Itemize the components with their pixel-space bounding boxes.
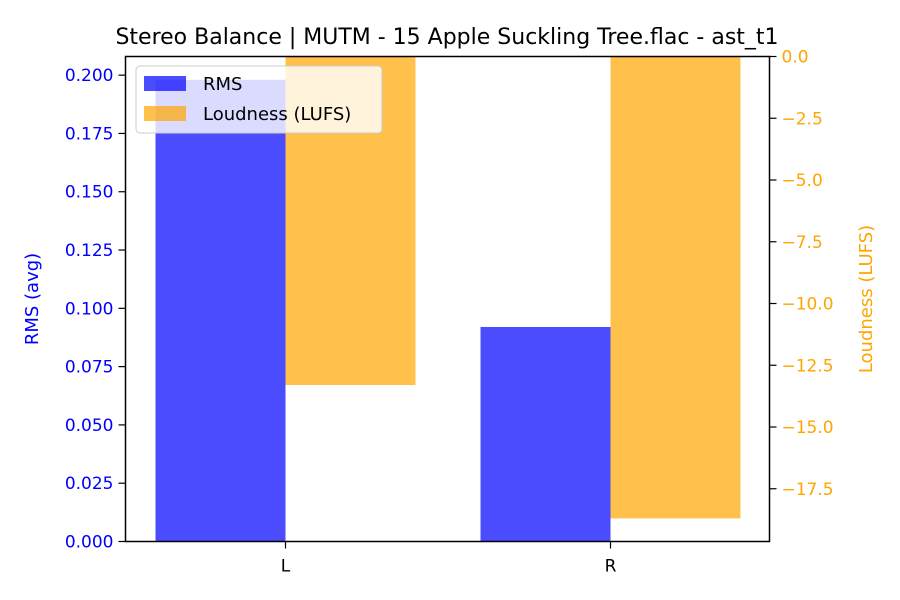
left-tick-label: 0.075 [65,358,114,378]
x-tick-label: R [605,557,617,577]
legend-box [135,65,383,134]
right-tick-label: −7.5 [782,233,823,253]
right-tick-label: −17.5 [782,480,834,500]
legend-label-loudness: Loudness (LUFS) [203,104,351,125]
y-left-label: RMS (avg) [22,253,43,345]
chart-title: Stereo Balance | MUTM - 15 Apple Sucklin… [115,25,778,50]
left-tick-label: 0.050 [65,416,114,436]
left-tick-label: 0.000 [65,533,114,553]
left-tick-label: 0.025 [65,474,114,494]
bar-loudness-r [610,56,741,519]
left-tick-label: 0.200 [65,66,114,86]
y-right-label: Loudness (LUFS) [856,225,877,373]
right-tick-label: −15.0 [782,418,834,438]
right-tick-label: −12.5 [782,356,834,376]
right-tick-label: −10.0 [782,295,834,315]
left-tick-label: 0.125 [65,241,114,261]
left-tick-label: 0.175 [65,124,114,144]
legend-swatch-rms [144,76,186,91]
bar-rms-l [155,79,286,542]
left-tick-label: 0.100 [65,299,114,319]
x-tick-label: L [281,557,291,577]
legend-swatch-loudness [144,106,186,121]
bars-layer [155,56,741,542]
legend-label-rms: RMS [203,74,242,95]
bar-rms-r [480,326,611,542]
legend: RMS Loudness (LUFS) [135,65,383,134]
right-axis: −17.5 −15.0 −12.5 −10.0 −7.5 −5.0 −2.5 0.0 [769,48,834,500]
left-axis: 0.000 0.025 0.050 0.075 0.100 0.125 0.150 0.175… [65,66,126,553]
right-tick-label: −2.5 [782,109,823,129]
right-tick-label: −5.0 [782,171,823,191]
plot-frame [124,55,771,543]
left-tick-label: 0.150 [65,183,114,203]
right-tick-label: 0.0 [782,48,809,68]
